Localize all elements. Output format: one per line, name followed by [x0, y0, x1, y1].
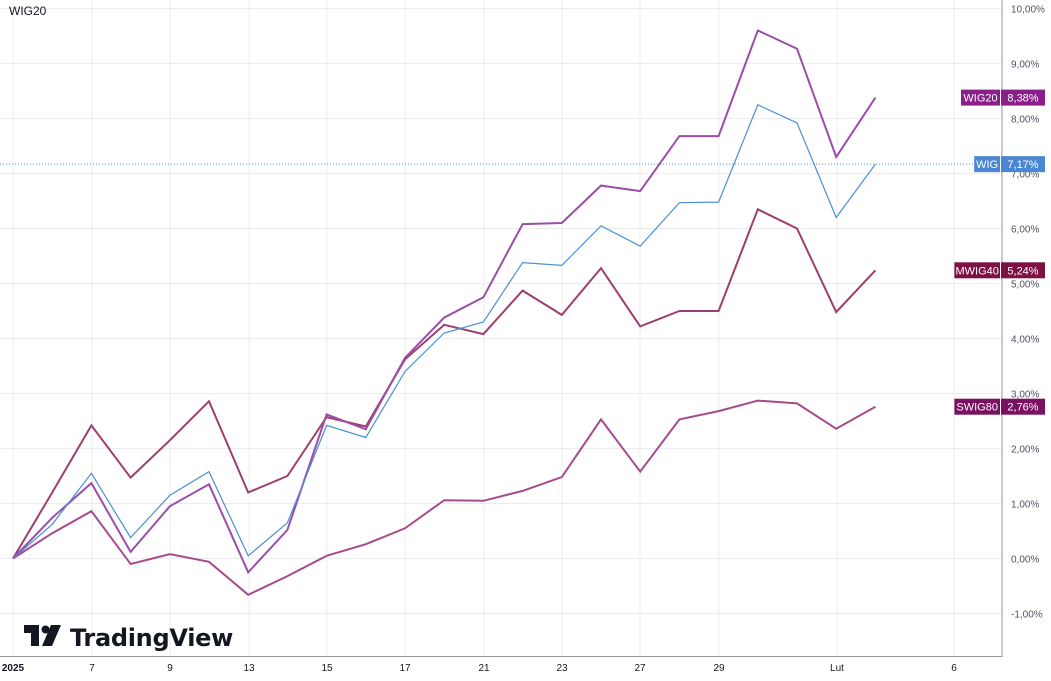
last-value-labels: WIG20 8,38% WIG 7,17% MWIG40 5,24% SWIG80 2,76% [954, 89, 1045, 415]
y-tick-label: 9,00% [1011, 60, 1039, 71]
x-tick-label: 13 [243, 663, 255, 674]
series-name-text: WIG [976, 159, 998, 171]
last-value-label-mwig40: MWIG40 5,24% [954, 262, 1045, 279]
series-name-tag [974, 156, 1000, 173]
y-tick-label: 2,00% [1011, 445, 1039, 456]
series-value-text: 2,76% [1007, 402, 1038, 414]
y-tick-label: 7,00% [1011, 170, 1039, 181]
y-tick-label: 0,00% [1011, 555, 1039, 566]
y-tick-label: -1,00% [1011, 610, 1043, 621]
series-value-tag [1001, 89, 1045, 106]
series-value-tag [1001, 398, 1045, 415]
series-value-tag [1001, 262, 1045, 279]
series-line-mwig40 [12, 207, 877, 560]
x-tick-label: 21 [478, 663, 490, 674]
series-name-text: MWIG40 [955, 265, 998, 277]
y-tick-label: 5,00% [1011, 280, 1039, 291]
series-value-text: 5,24% [1007, 265, 1038, 277]
x-tick-label: Lut [830, 663, 844, 674]
grid-layer [0, 0, 1001, 656]
y-tick-label: 8,00% [1011, 115, 1039, 126]
tradingview-logo-icon [24, 624, 62, 652]
tradingview-brand-text: TradingView [70, 624, 233, 652]
y-tick-label: 1,00% [1011, 500, 1039, 511]
series-line-swig80 [12, 399, 876, 596]
series-name-text: WIG20 [963, 93, 997, 105]
series-value-text: 7,17% [1007, 159, 1038, 171]
series-value-text: 8,38% [1007, 93, 1038, 105]
last-value-label-wig: WIG 7,17% [974, 156, 1045, 173]
symbol-title: WIG20 [9, 4, 47, 18]
tradingview-watermark[interactable]: TradingView [24, 624, 233, 652]
series-name-tag [961, 89, 1000, 106]
y-tick-label: 3,00% [1011, 390, 1039, 401]
x-tick-label: 29 [713, 663, 725, 674]
last-value-label-swig80: SWIG80 2,76% [954, 398, 1045, 415]
x-tick-label: 27 [634, 663, 646, 674]
last-value-label-wig20: WIG20 8,38% [961, 89, 1045, 106]
x-tick-label: 7 [89, 663, 95, 674]
series-name-tag [954, 262, 1000, 279]
series-layer [0, 29, 1002, 596]
x-tick-label: 2025 [2, 663, 25, 674]
y-tick-label: 4,00% [1011, 335, 1039, 346]
series-line-wig [12, 103, 876, 559]
series-name-tag [954, 398, 1000, 415]
series-name-text: SWIG80 [956, 402, 998, 414]
x-tick-label: 9 [167, 663, 173, 674]
series-line-wig20 [12, 29, 877, 575]
x-tick-label: 6 [951, 663, 957, 674]
series-value-tag [1001, 156, 1045, 173]
y-tick-label: 10,00% [1011, 5, 1045, 16]
x-tick-label: 17 [399, 663, 411, 674]
y-tick-label: 6,00% [1011, 225, 1039, 236]
x-tick-label: 23 [556, 663, 568, 674]
x-tick-label: 15 [321, 663, 333, 674]
